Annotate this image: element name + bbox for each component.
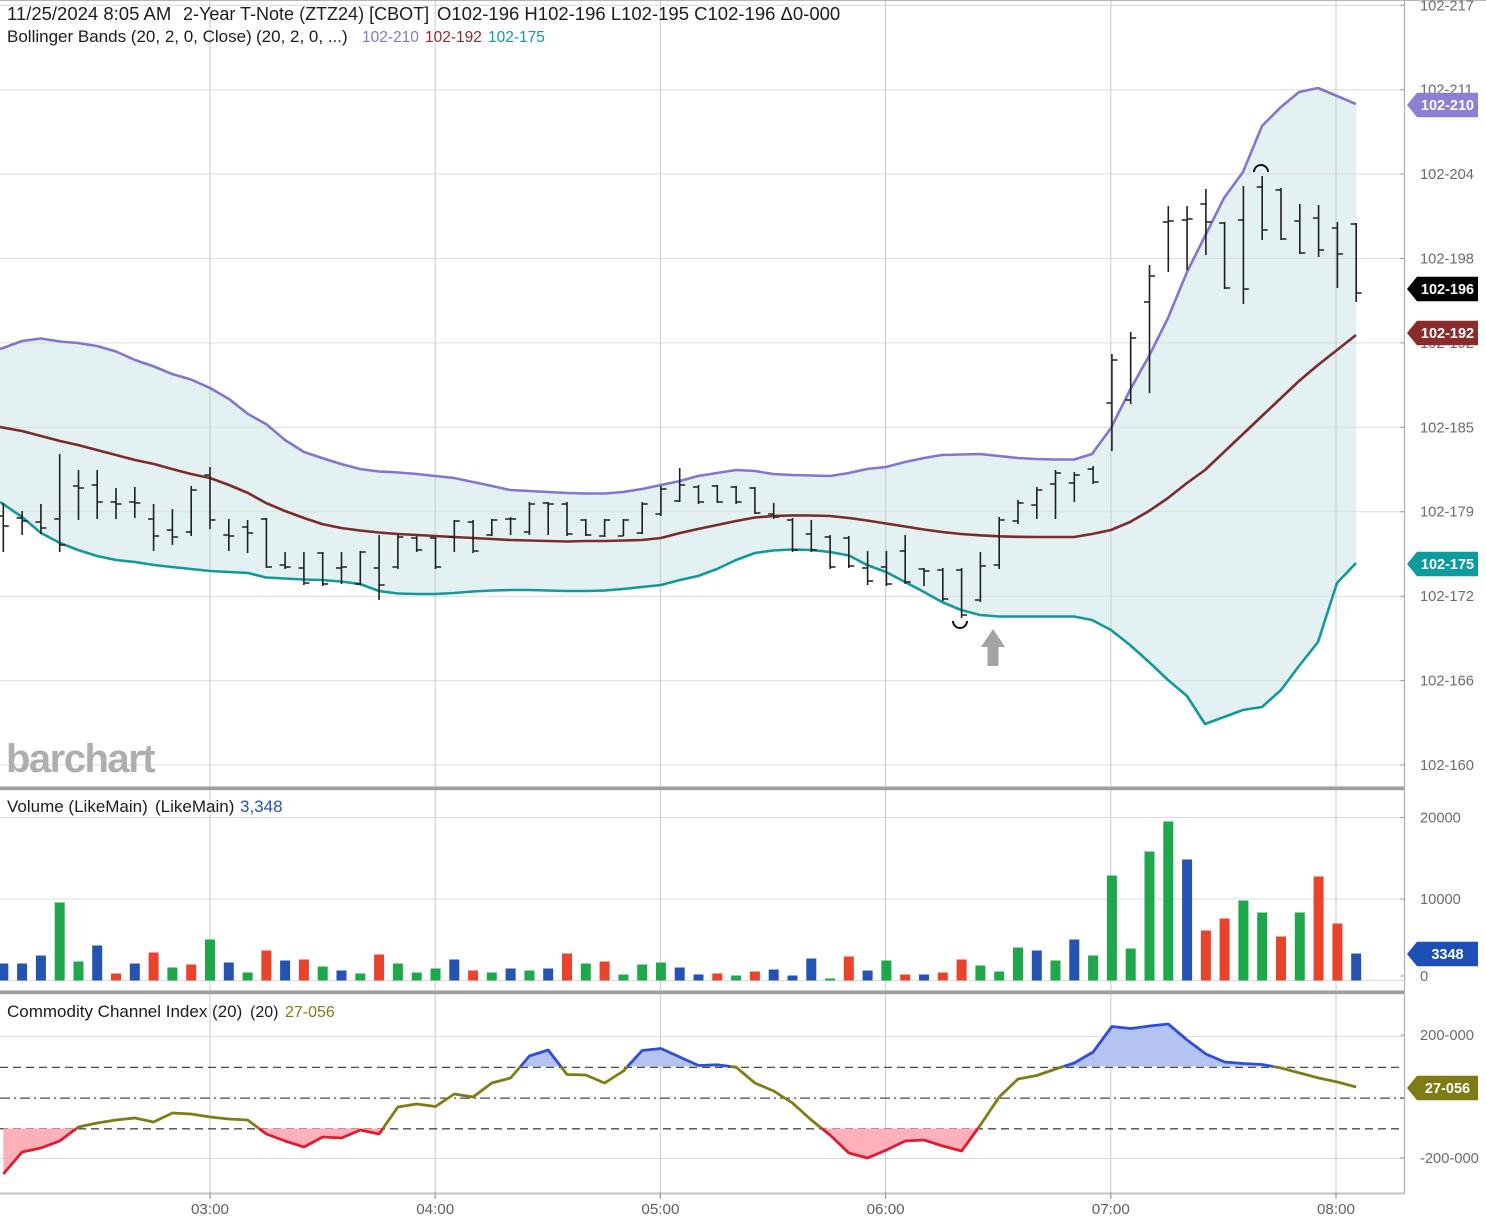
svg-text:27-056: 27-056 [1425,1081,1470,1097]
svg-text:(20, 2, 0, ...): (20, 2, 0, ...) [256,27,348,46]
svg-text:102-210: 102-210 [362,29,419,46]
svg-text:102-160: 102-160 [1420,758,1474,774]
svg-text:0: 0 [1420,969,1428,985]
svg-text:-200-000: -200-000 [1420,1151,1479,1167]
svg-text:10000: 10000 [1420,892,1461,908]
svg-text:Commodity Channel Index (20): Commodity Channel Index (20) [7,1002,242,1021]
svg-text:102-204: 102-204 [1420,167,1474,183]
svg-text:102-175: 102-175 [1421,557,1474,573]
svg-text:11/25/2024 8:05 AM: 11/25/2024 8:05 AM [7,3,171,24]
svg-text:102-179: 102-179 [1420,505,1474,521]
svg-text:102-196: 102-196 [1421,282,1474,298]
svg-text:102-166: 102-166 [1420,674,1474,690]
svg-text:102-185: 102-185 [1420,420,1474,436]
svg-text:05:00: 05:00 [641,1201,679,1218]
svg-text:2-Year T-Note (ZTZ24) [CBOT]: 2-Year T-Note (ZTZ24) [CBOT] [183,4,429,24]
svg-text:200-000: 200-000 [1420,1028,1474,1044]
svg-text:(LikeMain): (LikeMain) [155,797,234,816]
svg-text:3348: 3348 [1431,947,1463,963]
svg-text:08:00: 08:00 [1317,1201,1355,1218]
svg-text:Volume (LikeMain): Volume (LikeMain) [7,797,148,816]
svg-text:102-198: 102-198 [1420,252,1474,268]
svg-text:03:00: 03:00 [191,1201,229,1218]
svg-text:20000: 20000 [1420,811,1461,827]
svg-text:27-056: 27-056 [285,1004,335,1021]
svg-text:102-192: 102-192 [425,29,482,46]
svg-text:102-210: 102-210 [1421,98,1474,114]
svg-text:102-217: 102-217 [1420,0,1474,14]
svg-text:(20): (20) [250,1004,278,1021]
svg-text:102-175: 102-175 [488,29,545,46]
svg-text:102-192: 102-192 [1421,326,1474,342]
svg-text:barchart: barchart [6,737,155,781]
svg-text:07:00: 07:00 [1092,1201,1130,1218]
svg-text:06:00: 06:00 [867,1201,905,1218]
svg-text:102-172: 102-172 [1420,589,1474,605]
svg-text:O102-196 H102-196 L102-195 C10: O102-196 H102-196 L102-195 C102-196 Δ0-0… [437,3,840,24]
svg-text:Bollinger Bands (20, 2, 0, Clo: Bollinger Bands (20, 2, 0, Close) [7,27,252,46]
svg-text:3,348: 3,348 [240,797,283,816]
svg-text:04:00: 04:00 [416,1201,454,1218]
